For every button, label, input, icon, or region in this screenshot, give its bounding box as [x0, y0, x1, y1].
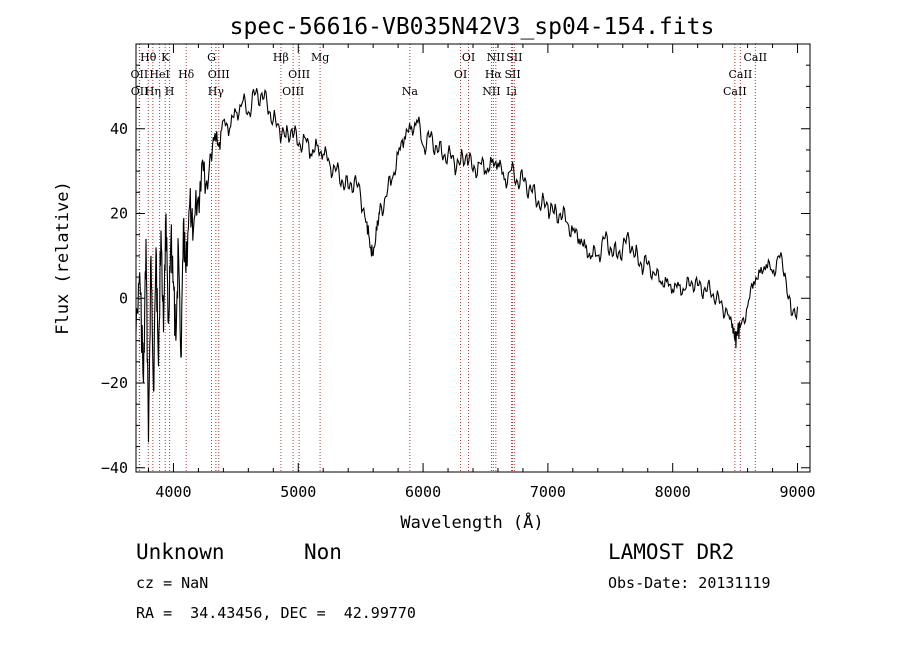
- emission-line-label: OIII: [282, 85, 304, 98]
- x-axis-label: Wavelength (Å): [400, 511, 543, 533]
- survey-name: LAMOST DR2: [608, 540, 734, 564]
- emission-line-label: SII: [506, 51, 522, 64]
- x-tick-label: 6000: [405, 483, 441, 501]
- emission-line-label: Na: [402, 85, 419, 98]
- emission-line-label: OIII: [208, 68, 230, 81]
- object-subclass: Non: [304, 540, 342, 564]
- emission-line-label: Hα: [485, 68, 503, 81]
- redshift-readout: cz = NaN: [136, 574, 208, 592]
- chart-title: spec-56616-VB035N42V3_sp04-154.fits: [230, 14, 715, 40]
- emission-line-label: OI: [454, 68, 467, 81]
- emission-line-label: Hβ: [273, 51, 289, 64]
- emission-line-label: OII: [131, 85, 149, 98]
- emission-line-label: Hδ: [178, 68, 195, 81]
- emission-line-markers: [138, 44, 756, 472]
- emission-line-label: HeI: [149, 68, 169, 81]
- object-class: Unknown: [136, 540, 225, 564]
- emission-line-label: H: [165, 85, 175, 98]
- emission-line-label: OI: [462, 51, 475, 64]
- x-tick-label: 5000: [280, 483, 316, 501]
- spectrum-series: [135, 88, 799, 443]
- y-axis-label: Flux (relative): [53, 181, 73, 335]
- x-tick-label: 9000: [779, 483, 815, 501]
- y-tick-label: −20: [101, 374, 128, 392]
- x-tick-label: 4000: [155, 483, 191, 501]
- emission-line-labels: HθOIIOIIHeIHηKHHδGOIIIHγHβOIIIOIIIMgNaOI…: [131, 51, 768, 98]
- emission-line-label: OIII: [288, 68, 310, 81]
- coordinates-readout: RA = 34.43456, DEC = 42.99770: [136, 604, 416, 622]
- x-tick-label: 8000: [655, 483, 691, 501]
- emission-line-label: Hη: [145, 85, 161, 98]
- x-axis-ticks: 4000 5000 6000 7000 8000 9000: [147, 44, 816, 501]
- emission-line-label: SII: [504, 68, 520, 81]
- emission-line-label: CaII: [723, 85, 747, 98]
- emission-line-label: Li: [506, 85, 517, 98]
- plot-frame: [135, 43, 811, 473]
- spectrum-line: [135, 88, 799, 443]
- emission-line-label: OII: [131, 68, 149, 81]
- y-axis-ticks: −40 −20 0 20 40: [101, 43, 810, 477]
- emission-line-label: NII: [487, 51, 505, 64]
- emission-line-label: Mg: [311, 51, 329, 64]
- y-tick-label: 20: [110, 205, 128, 223]
- emission-line-label: G: [207, 51, 216, 64]
- x-tick-label: 7000: [530, 483, 566, 501]
- emission-line-label: CaII: [743, 51, 767, 64]
- observation-date: Obs-Date: 20131119: [608, 574, 771, 592]
- y-tick-label: 0: [119, 289, 128, 307]
- emission-line-label: K: [161, 51, 170, 64]
- y-tick-label: −40: [101, 459, 128, 477]
- y-tick-label: 40: [110, 120, 128, 138]
- emission-line-label: Hγ: [208, 85, 225, 98]
- emission-line-label: Hθ: [140, 51, 157, 64]
- emission-line-label: NII: [482, 85, 500, 98]
- emission-line-label: CaII: [729, 68, 753, 81]
